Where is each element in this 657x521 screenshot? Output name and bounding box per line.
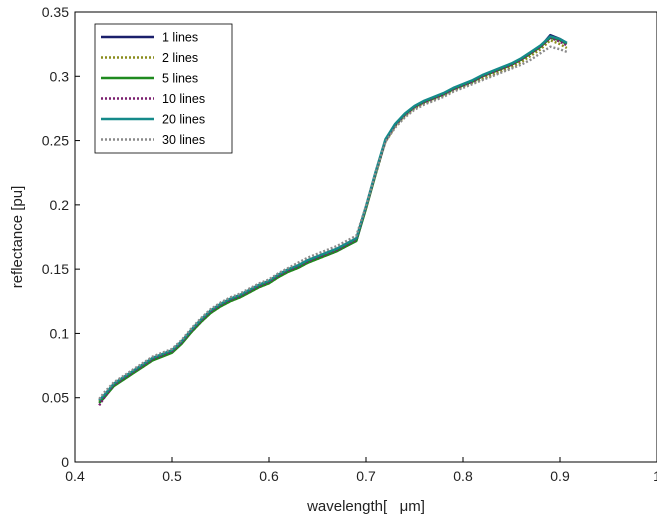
legend-entry-label: 20 lines: [162, 113, 205, 127]
legend-entry-label: 1 lines: [162, 31, 198, 45]
x-tick-label: 0.6: [259, 468, 279, 484]
y-axis-ticks: 0 0.05 0.1 0.15 0.2 0.25 0.3 0.35: [42, 4, 80, 470]
x-axis-label: wavelength[ μm]: [306, 498, 425, 515]
legend-entry-label: 10 lines: [162, 92, 205, 106]
y-tick-label: 0.05: [42, 390, 69, 406]
y-tick-label: 0.15: [42, 261, 69, 277]
legend-entry-label: 30 lines: [162, 133, 205, 147]
y-tick-label: 0.35: [42, 4, 69, 20]
x-axis-ticks: 0.4 0.5 0.6 0.7 0.8 0.9 1: [65, 457, 657, 484]
y-tick-label: 0.3: [50, 68, 70, 84]
legend-box: [94, 23, 233, 154]
y-tick-label: 0.1: [50, 325, 70, 341]
y-tick-label: 0.25: [42, 133, 69, 149]
series-line-5: [98, 35, 568, 402]
x-tick-label: 0.7: [356, 468, 376, 484]
y-tick-label: 0: [61, 454, 69, 470]
legend-entry-label: 5 lines: [162, 72, 198, 86]
legend-entry-label: 2 lines: [162, 51, 198, 65]
x-tick-label: 0.9: [550, 468, 570, 484]
x-tick-label: 1: [653, 468, 657, 484]
legend: 1 lines 2 lines 5 lines 10 lines 20 lines 30 …: [94, 23, 233, 154]
x-tick-label: 0.4: [65, 468, 85, 484]
x-tick-label: 0.5: [162, 468, 182, 484]
series-layer: [98, 33, 568, 407]
y-tick-label: 0.2: [50, 197, 70, 213]
x-tick-label: 0.8: [453, 468, 473, 484]
y-axis-label: reflectance [pu]: [9, 186, 26, 289]
series-line-6: [98, 45, 568, 400]
